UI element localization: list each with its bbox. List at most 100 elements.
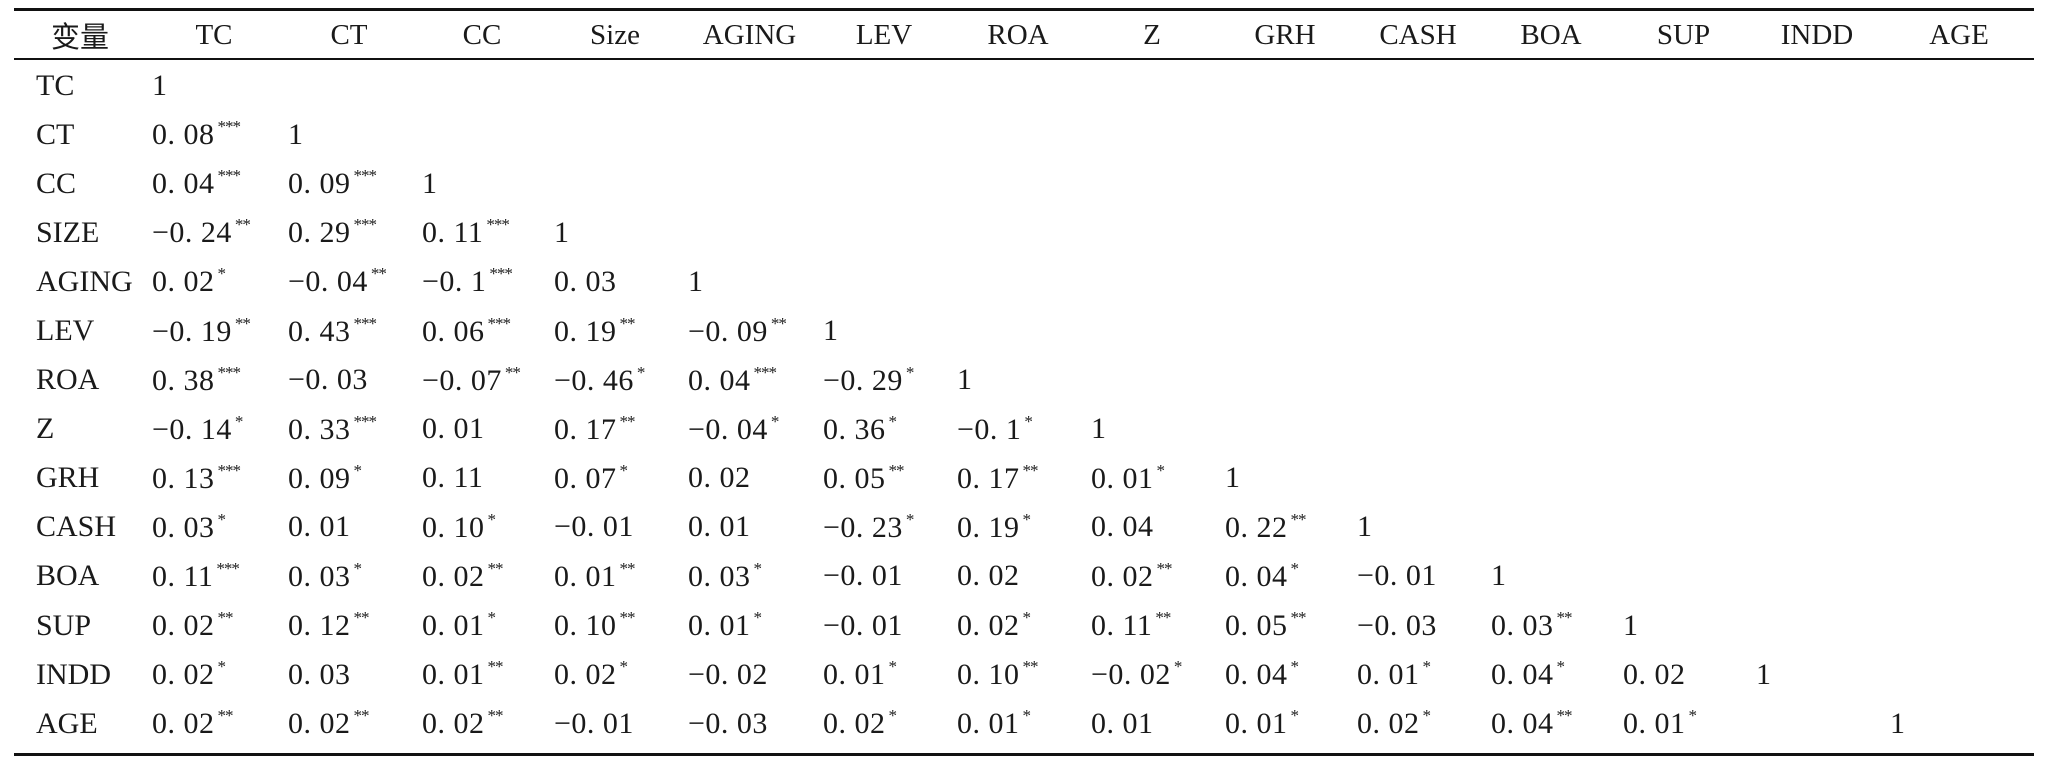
empty-cell: [1485, 159, 1617, 208]
significance-stars: **: [1290, 608, 1307, 628]
cell-value: 1: [1890, 706, 1906, 740]
table-cell: −0. 03: [682, 699, 817, 748]
cell-value: −0. 46: [554, 363, 634, 397]
table-cell: 0. 07 *: [548, 454, 682, 503]
empty-cell: [1884, 650, 2034, 699]
cell-value: 0. 01: [1091, 706, 1154, 740]
significance-stars: **: [619, 608, 636, 628]
table-cell: −0. 19 **: [146, 306, 282, 355]
empty-cell: [1485, 405, 1617, 454]
cell-value: 1: [1623, 608, 1639, 642]
significance-stars: *: [753, 558, 762, 578]
cell-value: 0. 04: [152, 167, 215, 201]
cell-value: 0. 01: [1091, 461, 1154, 495]
empty-cell: [1085, 257, 1219, 306]
table-cell: 0. 01 *: [1219, 699, 1351, 748]
cell-value: 1: [554, 215, 570, 249]
significance-stars: **: [487, 558, 504, 578]
empty-cell: [1750, 454, 1884, 503]
significance-stars: *: [619, 657, 628, 677]
significance-stars: *: [353, 460, 362, 480]
header-indd: INDD: [1780, 18, 1854, 51]
table-cell: 1: [817, 306, 951, 355]
table-cell: 0. 11 ***: [416, 208, 548, 257]
table-cell: 1: [1351, 503, 1485, 552]
significance-stars: **: [1290, 509, 1307, 529]
significance-stars: **: [1156, 558, 1173, 578]
table-cell: 0. 19 *: [951, 503, 1085, 552]
row-label: CASH: [36, 510, 117, 544]
table-row: CT 0. 08 *** 1: [14, 110, 2034, 159]
cell-value: 0. 01: [1623, 707, 1686, 741]
empty-cell: [1351, 356, 1485, 405]
significance-stars: **: [1155, 608, 1171, 628]
significance-stars: ***: [353, 313, 377, 333]
correlation-table: 变量 TC CT CC Size AGING LEV ROA Z GRH CASH BOA SUP IND…: [14, 12, 2034, 748]
empty-cell: [1884, 601, 2034, 650]
cell-value: 0. 05: [1225, 609, 1288, 643]
cell-value: 0. 02: [823, 707, 886, 741]
table-cell: 0. 09 ***: [282, 159, 416, 208]
significance-stars: **: [234, 313, 251, 333]
empty-cell: [548, 159, 682, 208]
significance-stars: *: [1290, 558, 1299, 578]
table-cell: 0. 01 *: [1351, 650, 1485, 699]
cell-value: 1: [1756, 657, 1772, 691]
empty-cell: [416, 110, 548, 159]
significance-stars: *: [1556, 657, 1565, 677]
cell-value: 0. 03: [688, 559, 751, 593]
table-cell: −0. 01: [817, 552, 951, 601]
table-cell: 0. 01 *: [817, 650, 951, 699]
table-top-rule: [14, 8, 2034, 11]
empty-cell: [817, 110, 951, 159]
table-cell: 1: [1219, 454, 1351, 503]
table-cell: 0. 04 *: [1219, 552, 1351, 601]
empty-cell: [951, 208, 1085, 257]
row-label: GRH: [36, 461, 100, 495]
table-cell: 1: [1884, 699, 2034, 748]
table-row: CASH 0. 03 * 0. 01 0. 10 * −0. 01 0. 01 −0. 23 * 0…: [14, 503, 2034, 552]
empty-cell: [1750, 58, 1884, 110]
significance-stars: *: [770, 411, 779, 431]
empty-cell: [951, 58, 1085, 110]
empty-cell: [1884, 356, 2034, 405]
cell-value: 0. 02: [957, 559, 1020, 593]
significance-stars: **: [619, 313, 636, 333]
table-cell: −0. 04 *: [682, 405, 817, 454]
cell-value: 0. 09: [288, 167, 351, 201]
header-variable: 变量: [50, 22, 109, 54]
table-cell: 0. 02 *: [146, 650, 282, 699]
significance-stars: **: [1556, 706, 1573, 726]
table-cell: −0. 1 ***: [416, 257, 548, 306]
table-cell: 0. 17 **: [548, 405, 682, 454]
empty-cell: [1351, 58, 1485, 110]
empty-cell: [1750, 552, 1884, 601]
cell-value: 0. 19: [554, 314, 617, 348]
table-header: 变量 TC CT CC Size AGING LEV ROA Z GRH CASH BOA SUP IND…: [14, 12, 2034, 58]
cell-value: 1: [823, 314, 839, 348]
table-cell: 0. 17 **: [951, 454, 1085, 503]
significance-stars: *: [1290, 706, 1299, 726]
empty-cell: [1617, 405, 1750, 454]
table-cell: 0. 01 **: [548, 552, 682, 601]
cell-value: −0. 01: [1357, 559, 1437, 593]
table-cell: 1: [416, 159, 548, 208]
significance-stars: ***: [353, 411, 377, 431]
cell-value: 1: [1091, 412, 1107, 446]
header-row: 变量 TC CT CC Size AGING LEV ROA Z GRH CASH BOA SUP IND…: [14, 12, 2034, 58]
row-label: AGE: [36, 706, 98, 740]
empty-cell: [1884, 257, 2034, 306]
cell-value: 0. 11: [422, 216, 484, 250]
table-cell: 1: [1617, 601, 1750, 650]
row-label: CT: [36, 117, 75, 151]
significance-stars: *: [217, 264, 226, 284]
table-cell: −0. 01: [817, 601, 951, 650]
table-cell: 0. 04 *: [1485, 650, 1617, 699]
significance-stars: **: [619, 558, 636, 578]
table-row: ROA 0. 38 *** −0. 03 −0. 07 ** −0. 46 * 0. 04 ***…: [14, 356, 2034, 405]
cell-value: 0. 10: [422, 510, 485, 544]
row-label: TC: [36, 68, 75, 102]
empty-cell: [548, 58, 682, 110]
cell-value: 0. 11: [422, 461, 484, 495]
empty-cell: [1750, 356, 1884, 405]
